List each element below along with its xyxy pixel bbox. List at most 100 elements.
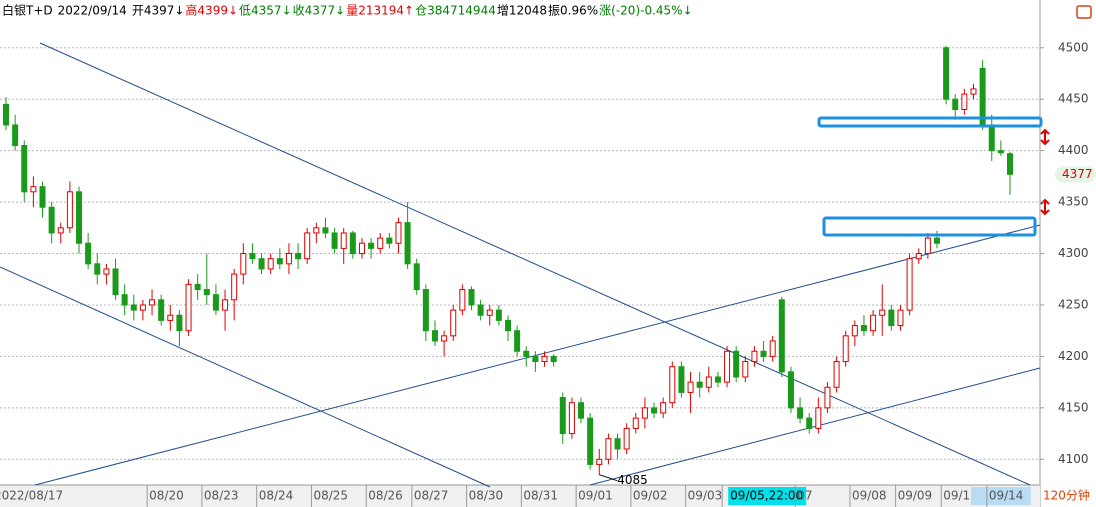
candle-body (468, 289, 475, 306)
last-price-tag (1055, 166, 1096, 183)
candle-body (413, 263, 420, 291)
candle-body (778, 299, 785, 373)
candle-body (760, 350, 767, 357)
candle-body (94, 263, 101, 275)
candle-body (386, 237, 393, 244)
candle-body (121, 294, 128, 306)
candle-body (687, 381, 694, 393)
candle-body (641, 407, 648, 419)
settings-icon[interactable] (1076, 5, 1092, 19)
candle-body (340, 232, 347, 249)
candle-body (267, 258, 274, 270)
candle-body (112, 268, 119, 296)
candle-body (888, 309, 895, 327)
candle-body (139, 304, 146, 311)
zones (817, 116, 1043, 237)
y-tick-label: 4300 (1058, 246, 1089, 260)
candle-body (57, 227, 64, 234)
x-tick-label: 2022/08/17 (0, 489, 63, 503)
candle-body (970, 88, 977, 95)
y-tick-label: 4400 (1058, 143, 1089, 157)
x-tick-label: 08/25 (313, 489, 348, 503)
candle-body (815, 407, 822, 429)
candle-body (568, 402, 575, 435)
candle-body (669, 366, 676, 404)
candle-body (422, 289, 429, 332)
candle-body (605, 438, 612, 460)
candle-body (924, 237, 931, 255)
candle-body (550, 355, 557, 363)
header-item: 高4399↓ (185, 3, 238, 18)
candles (3, 45, 1013, 475)
period-label: 120分钟 (1043, 488, 1090, 503)
candle-body (1007, 153, 1013, 175)
candle-body (870, 314, 877, 332)
candle-body (952, 98, 959, 111)
candle-body (943, 47, 950, 100)
candle-body (21, 145, 28, 193)
candle-body (285, 253, 292, 265)
candle-body (48, 206, 55, 234)
x-tick-label: 09/14 (989, 489, 1024, 503)
candle-body (733, 350, 740, 378)
candle-body (103, 268, 110, 275)
x-tick-label: 08/20 (149, 489, 184, 503)
grid (0, 47, 1040, 460)
y-tick-label: 4200 (1058, 349, 1089, 363)
candle-body (450, 309, 457, 337)
candle-body (897, 309, 904, 327)
candle-body (12, 124, 19, 147)
header-item: 涨(-20)-0.45%↓ (599, 3, 692, 18)
candle-body (724, 350, 731, 383)
candle-body (906, 258, 913, 311)
candle-body (678, 366, 685, 393)
candle-body (194, 283, 201, 291)
candle-body (322, 227, 329, 234)
candle-body (696, 381, 703, 388)
candle-body (596, 458, 603, 465)
trend-line (0, 266, 491, 488)
candle-body (176, 314, 183, 332)
settings-icon[interactable] (1076, 5, 1092, 19)
candle-body (76, 191, 83, 244)
candle-body (879, 309, 886, 316)
candle-body (30, 186, 37, 193)
x-tick-label: 09/03 (688, 489, 723, 503)
candle-body (185, 283, 192, 332)
candle-body (632, 417, 639, 429)
candle-body (441, 335, 448, 342)
candle-body (295, 253, 302, 260)
header-item: 低4357↓ (239, 4, 292, 18)
candle-body (431, 330, 438, 342)
min-marker (599, 474, 618, 482)
y-tick-label: 4500 (1058, 40, 1089, 54)
header-item: 量213194↑ (346, 4, 414, 18)
trend-line (589, 367, 1041, 486)
x-highlight (970, 487, 1031, 505)
candle-body (395, 222, 402, 244)
candle-body (149, 299, 156, 306)
x-tick-label: 08/27 (414, 489, 449, 503)
right-arrows (1040, 128, 1050, 216)
zone-box (822, 216, 1037, 237)
header-item: 2022/09/14 (58, 4, 127, 18)
header-item: 仓384714944 (415, 4, 496, 18)
y-tick-label: 4250 (1058, 297, 1089, 311)
x-tick-label: 08/24 (259, 489, 294, 503)
x-tick-label: 09/05,22:00 (730, 489, 803, 503)
candle-body (477, 304, 484, 316)
candle-body (3, 103, 9, 126)
candle-body (505, 319, 511, 332)
arrow-icon (1040, 198, 1050, 216)
zone-box (817, 116, 1043, 128)
x-tick-label: 08/23 (204, 489, 239, 503)
candle-body (158, 299, 165, 321)
candle-body (358, 242, 365, 255)
candle-body (523, 350, 530, 357)
header: 白银T+D 2022/09/14 开4397↓ 高4399↓ 低4357↓ 收4377↓ 量… (2, 3, 693, 18)
arrow-icon (1040, 128, 1050, 146)
candle-body (833, 361, 840, 388)
candle-body (276, 258, 283, 265)
candle-body (167, 314, 174, 321)
candle-body (85, 242, 92, 265)
